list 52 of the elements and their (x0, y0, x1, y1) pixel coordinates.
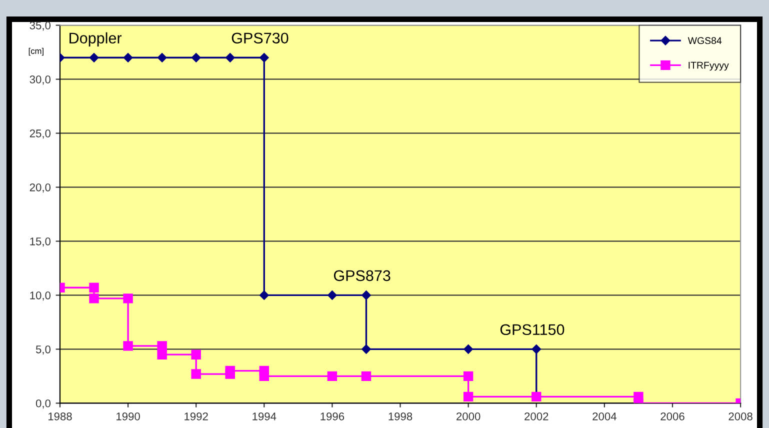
x-tick-label: 2002 (524, 412, 548, 420)
point (157, 350, 167, 360)
point (191, 53, 201, 62)
x-tick-label: 2006 (660, 412, 684, 420)
x-tick-label: 1988 (48, 412, 72, 420)
annotation: GPS873 (334, 270, 390, 282)
x-tick-label: 1996 (320, 412, 344, 420)
annotation: Doppler (70, 32, 122, 47)
y-tick-label: 5,0 (36, 345, 51, 355)
y-axis-title: [cm] (28, 48, 44, 56)
point (89, 282, 99, 292)
y-tick-label: 20,0 (30, 183, 51, 193)
point (362, 344, 371, 354)
point (191, 350, 201, 360)
y-tick-label: 25,0 (30, 130, 51, 139)
y-tick-label: 30,0 (30, 76, 51, 85)
annotation: GPS730 (232, 32, 288, 44)
point (89, 294, 99, 304)
x-tick-label: 1994 (252, 412, 276, 420)
point (361, 371, 372, 382)
y-tick-label: 10,0 (30, 291, 51, 301)
x-tick-label: 1992 (184, 412, 208, 420)
x-tick-label: 1990 (116, 412, 140, 420)
point (157, 53, 167, 62)
annotation: GPS1150 (500, 324, 564, 336)
legend-label: ITRFyyyy (688, 62, 729, 71)
point (259, 371, 270, 382)
x-tick-label: 2004 (592, 412, 616, 420)
y-tick-label: 15,0 (30, 237, 51, 247)
point (260, 290, 269, 300)
point (463, 371, 474, 382)
point (328, 290, 337, 300)
point (463, 392, 474, 402)
point (532, 344, 541, 354)
x-tick-label: 1998 (388, 412, 412, 420)
point (89, 53, 99, 62)
point (225, 366, 235, 376)
y-tick-label: 35,0 (30, 22, 51, 31)
point (260, 53, 269, 62)
point (327, 371, 338, 382)
point (226, 53, 235, 62)
point (123, 341, 133, 351)
y-tick-label: 0,0 (36, 399, 51, 409)
point (123, 53, 133, 62)
point (191, 369, 201, 379)
x-tick-label: 2000 (456, 412, 480, 420)
point (464, 344, 473, 354)
point (123, 294, 133, 304)
x-tick-label: 2008 (728, 412, 752, 420)
legend-label: WGS84 (688, 37, 722, 44)
point (362, 290, 371, 300)
point (157, 341, 167, 351)
